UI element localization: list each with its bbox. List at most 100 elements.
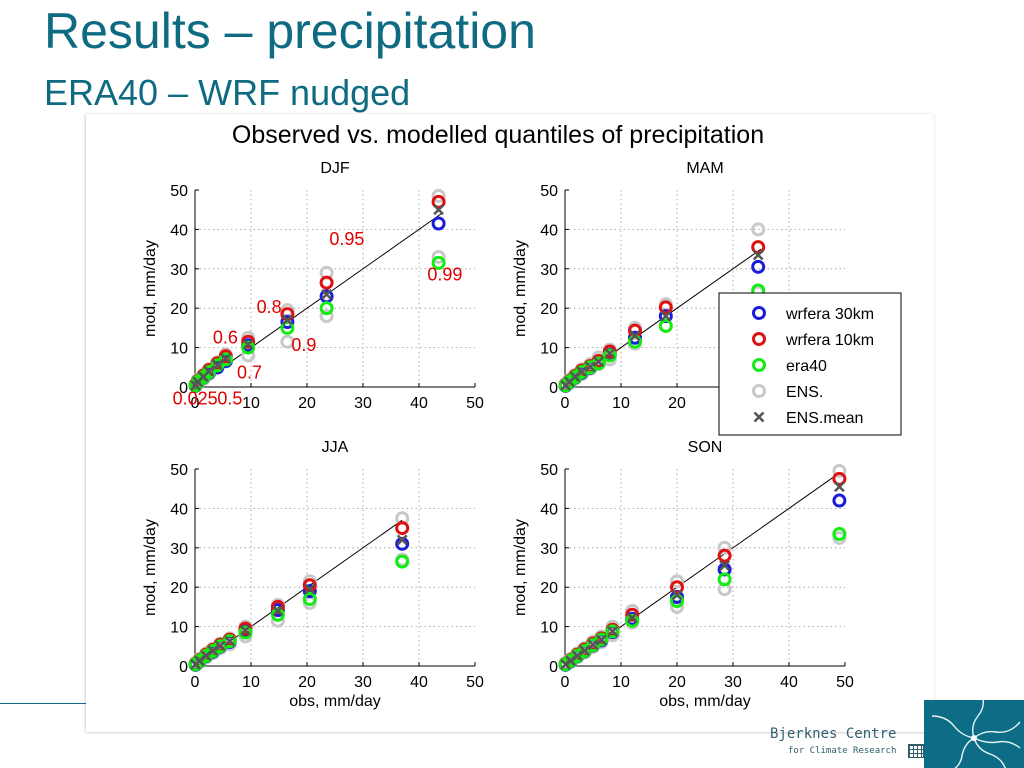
wrfera30-point <box>280 314 295 329</box>
ensmean-point <box>203 365 215 377</box>
legend-label: wrfera 10km <box>785 332 874 349</box>
ens-point <box>431 249 446 264</box>
bottom-rule <box>0 703 86 704</box>
ensmean-point <box>242 339 254 350</box>
panel-djf: 0 10 20 30 40 50 0 10 20 30 40 50 DJF mod, mm/day 0.02… <box>142 160 484 412</box>
x-tick-label: 10 <box>242 674 260 691</box>
ensmean-point <box>212 359 223 371</box>
x-tick-label: 30 <box>724 674 742 691</box>
x-tick-label: 50 <box>836 674 854 691</box>
y-tick-label: 50 <box>170 183 188 200</box>
x-axis-label: obs, mm/day <box>659 693 751 710</box>
ensmean-point <box>220 353 232 365</box>
ensmean-point <box>834 481 845 493</box>
y-axis-label: mod, mm/day <box>142 519 159 616</box>
ensmean-point <box>596 634 607 646</box>
logo-name: Bjerknes Centre <box>770 726 897 742</box>
era40-point <box>202 365 216 380</box>
legend-label: era40 <box>786 358 827 375</box>
x-tick-label: 50 <box>466 674 484 691</box>
ensmean-point <box>571 650 583 662</box>
legend-marker <box>752 384 766 398</box>
y-tick-label: 10 <box>170 341 188 358</box>
panel-jja: 0 10 20 30 40 50 0 10 20 30 40 50 JJA mod, mm/day obs,… <box>142 439 484 710</box>
y-tick-label: 10 <box>170 620 188 637</box>
wrfera10-point <box>658 300 673 315</box>
x-tick-label: 40 <box>410 674 428 691</box>
ensmean-point <box>719 560 730 571</box>
x-tick-label: 10 <box>242 395 260 412</box>
wrfera30-point <box>302 584 317 599</box>
legend-marker <box>752 358 766 372</box>
wrfera10-point <box>751 240 766 255</box>
x-tick-label: 20 <box>668 674 686 691</box>
x-axis-label: obs, mm/day <box>289 693 381 710</box>
ensmean-point <box>604 348 616 359</box>
wrfera10-point <box>431 194 446 209</box>
bjerknes-logo: Bjerknes Centre for Climate Research <box>760 700 1024 768</box>
x-tick-label: 10 <box>612 674 630 691</box>
y-tick-label: 40 <box>170 501 188 518</box>
legend-marker <box>752 332 766 346</box>
panel-title: MAM <box>686 160 723 177</box>
x-tick-label: 0 <box>191 395 200 412</box>
x-tick-label: 40 <box>410 395 428 412</box>
wrfera10-point <box>832 471 847 486</box>
y-tick-label: 40 <box>540 222 558 239</box>
era40-point <box>238 625 253 640</box>
legend-label: wrfera 30km <box>785 306 874 323</box>
panel-title: JJA <box>322 439 349 456</box>
logo-tagline: for Climate Research <box>788 746 897 756</box>
x-tick-label: 0 <box>561 674 570 691</box>
era40-point <box>717 572 732 587</box>
y-tick-label: 20 <box>170 580 188 597</box>
y-tick-label: 50 <box>540 462 558 479</box>
x-tick-label: 0 <box>561 395 570 412</box>
ens-point <box>319 309 334 324</box>
figure-panel: Observed vs. modelled quantiles of preci… <box>86 114 934 732</box>
ensmean-point <box>272 605 284 617</box>
ens-point <box>832 463 847 478</box>
y-tick-label: 30 <box>170 541 188 558</box>
wrfera10-point <box>670 580 684 595</box>
logo-grid-icon <box>908 744 924 758</box>
ensmean-point <box>587 639 599 651</box>
y-tick-label: 20 <box>170 301 188 318</box>
quantile-annotation: 0.025 <box>173 389 218 409</box>
figure-title: Observed vs. modelled quantiles of preci… <box>232 121 764 149</box>
quantile-annotation: 0.5 <box>217 389 242 409</box>
legend: wrfera 30km wrfera 10km era40 ENS. ENS.mean <box>718 292 902 436</box>
legend-box <box>718 292 902 436</box>
reference-line <box>194 213 442 388</box>
era40-point <box>395 554 410 569</box>
y-tick-label: 0 <box>179 659 188 676</box>
y-tick-label: 40 <box>170 222 188 239</box>
x-tick-label: 40 <box>780 674 798 691</box>
y-tick-label: 0 <box>549 380 558 397</box>
y-tick-label: 20 <box>540 580 558 597</box>
y-tick-label: 20 <box>540 301 558 318</box>
y-axis-label: mod, mm/day <box>142 240 159 337</box>
y-axis-label: mod, mm/day <box>512 240 529 337</box>
x-tick-label: 50 <box>466 395 484 412</box>
quantile-annotation: 0.8 <box>257 297 282 317</box>
ensmean-point <box>752 249 764 261</box>
wrfera10-point <box>319 275 334 290</box>
legend-marker <box>753 411 765 423</box>
ensmean-point <box>396 534 408 546</box>
x-tick-label: 20 <box>668 395 686 412</box>
era40-point <box>218 352 233 367</box>
ensmean-point <box>584 361 596 373</box>
y-tick-label: 10 <box>540 341 558 358</box>
ensmean-point <box>671 589 683 601</box>
ensmean-point <box>304 583 316 595</box>
ens-point <box>751 222 766 237</box>
y-tick-label: 40 <box>540 501 558 518</box>
ensmean-point <box>629 330 641 342</box>
era40-point <box>302 592 317 607</box>
x-tick-label: 10 <box>612 395 630 412</box>
ens-point <box>670 574 684 589</box>
wrfera10-point <box>241 334 256 349</box>
wrfera10-point <box>717 548 732 563</box>
y-tick-label: 10 <box>540 620 558 637</box>
